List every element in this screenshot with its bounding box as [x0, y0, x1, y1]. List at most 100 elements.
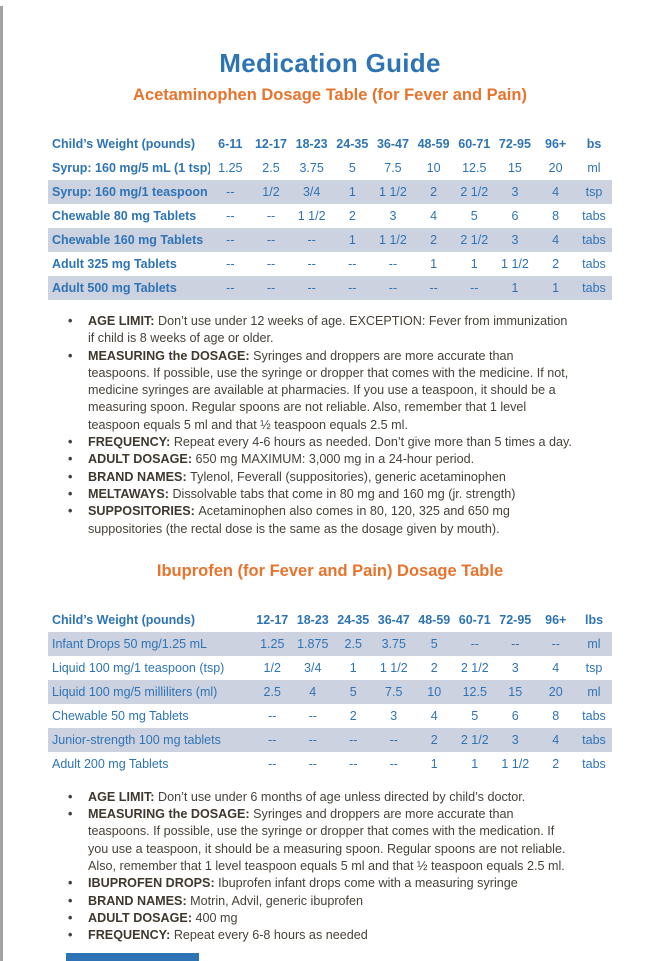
note-item: MEASURING the DOSAGE: Syringes and dropp… [48, 806, 575, 875]
dose-cell: 15 [507, 161, 522, 175]
row-label: Liquid 100 mg/5 milliliters (ml) [52, 684, 218, 699]
note-label: ADULT DOSAGE: [88, 452, 196, 467]
dose-cell: 2 [552, 257, 560, 271]
dose-cell: -- [268, 732, 277, 747]
dose-cell: 5 [471, 708, 479, 723]
dose-cell: 20 [548, 684, 563, 699]
dose-cell: 2 [552, 756, 560, 771]
ibuprofen-dosage-table: Child’s Weight (pounds) 12-17 18-23 24-35 36… [48, 608, 612, 776]
note-item: BRAND NAMES: Tylenol, Feverall (supposit… [48, 469, 575, 487]
acetaminophen-heading: Acetaminophen Dosage Table (for Fever an… [133, 86, 527, 104]
unit-cell: ml [587, 636, 601, 651]
note-item: FREQUENCY: Repeat every 6-8 hours as nee… [48, 927, 575, 945]
note-label: BRAND NAMES: [88, 893, 191, 908]
dose-cell: 2 [430, 732, 438, 747]
unit-cell: tabs [582, 257, 606, 271]
dose-cell: 10 [426, 161, 441, 175]
row-label: Liquid 100 mg/1 teaspoon (tsp) [52, 660, 225, 675]
dose-cell: 1 [348, 185, 356, 199]
dose-cell: 4 [552, 185, 560, 199]
column-header: 60-71 [458, 137, 491, 151]
dose-cell: 8 [552, 708, 560, 723]
dose-row: Infant Drops 50 mg/1.25 mL 1.25 1.875 2.5 3.… [48, 631, 612, 656]
row-label: Infant Drops 50 mg/1.25 mL [52, 636, 207, 651]
dose-cell: 2 1/2 [460, 732, 489, 747]
dose-cell: 1 [349, 660, 357, 675]
dose-cell: -- [348, 257, 357, 271]
dose-cell: 1 1/2 [501, 756, 530, 771]
dose-cell: -- [308, 756, 317, 771]
column-header: bs [586, 137, 602, 151]
column-header: 36-47 [377, 612, 410, 627]
table-header-row: Child’s Weight (pounds) 6-11 12-17 18-23 24-… [48, 132, 612, 156]
acetaminophen-dosage-table: Child’s Weight (pounds) 6-11 12-17 18-23 24-… [48, 132, 612, 300]
dose-cell: -- [308, 708, 317, 723]
dose-cell: 4 [430, 209, 438, 223]
dose-cell: -- [307, 281, 316, 295]
dose-cell: -- [308, 732, 317, 747]
page-title: Medication Guide [219, 48, 441, 78]
unit-cell: tabs [582, 281, 606, 295]
dose-cell: -- [470, 281, 479, 295]
dose-cell: 1 [348, 233, 356, 247]
dose-cell: 12.5 [462, 161, 487, 175]
dose-cell: 3/4 [302, 185, 321, 199]
row-label: Syrup: 160 mg/1 teaspoon [52, 185, 208, 199]
dose-cell: 2 1/2 [460, 660, 489, 675]
row-label: Chewable 80 mg Tablets [52, 209, 197, 223]
unit-cell: ml [587, 161, 601, 175]
dose-cell: -- [470, 636, 479, 651]
weight-header: Child’s Weight (pounds) [52, 137, 196, 151]
dose-cell: -- [266, 209, 276, 223]
column-header: 72-95 [498, 137, 531, 151]
column-header: 48-59 [417, 137, 450, 151]
dose-cell: 2 [349, 708, 357, 723]
note-item: MELTAWAYS: Dissolvable tabs that come in… [48, 486, 575, 504]
note-item: AGE LIMIT: Don’t use under 12 weeks of a… [48, 313, 575, 348]
note-label: MEASURING the DOSAGE: [88, 348, 254, 363]
dose-row: Syrup: 160 mg/5 mL (1 tsp) 1.25 2.5 3.75 5 7.… [48, 156, 612, 180]
row-label: Syrup: 160 mg/5 mL (1 tsp) [52, 161, 210, 175]
note-label: ADULT DOSAGE: [88, 910, 196, 925]
row-label: Chewable 160 mg Tablets [52, 233, 204, 247]
dose-cell: 1/2 [262, 185, 280, 199]
column-header: 60-71 [458, 612, 491, 627]
dose-row: Chewable 160 mg Tablets -- -- -- 1 1 1/2 2 2 1/… [48, 228, 612, 252]
dose-cell: -- [226, 281, 235, 295]
dose-cell: 2.5 [344, 636, 362, 651]
dose-cell: -- [349, 756, 358, 771]
dose-cell: 4 [309, 684, 317, 699]
dose-cell: -- [266, 281, 276, 295]
row-label: Adult 500 mg Tablets [52, 281, 177, 295]
unit-cell: tabs [582, 756, 606, 771]
dose-cell: 2 [430, 233, 438, 247]
note-label: SUPPOSITORIES: [88, 504, 199, 519]
dose-cell: 2 1/2 [460, 185, 489, 199]
dose-cell: 1 [430, 756, 438, 771]
column-header: 24-35 [336, 137, 369, 151]
dose-cell: 3 [511, 660, 519, 675]
dose-cell: 2 1/2 [460, 233, 489, 247]
dose-cell: 8 [552, 209, 560, 223]
column-header: 48-59 [418, 612, 451, 627]
column-header: 18-23 [295, 137, 328, 151]
page-edge-line [0, 6, 3, 961]
unit-cell: tabs [582, 708, 606, 723]
dose-cell: 1 [470, 257, 478, 271]
dose-cell: 1.875 [297, 636, 329, 651]
dose-cell: 1 1/2 [379, 185, 407, 199]
dose-cell: -- [268, 708, 277, 723]
dose-row: Liquid 100 mg/1 teaspoon (tsp) 1/2 3/4 1 1 1… [48, 656, 612, 680]
unit-cell: tabs [582, 233, 606, 247]
dose-cell: 6 [511, 209, 519, 223]
dose-row: Syrup: 160 mg/1 teaspoon -- 1/2 3/4 1 1 1/2 2 2… [48, 180, 612, 204]
note-label: FREQUENCY: [88, 928, 174, 943]
dose-cell: 1 [471, 756, 479, 771]
unit-cell: tsp [585, 660, 603, 675]
note-item: AGE LIMIT: Don’t use under 6 months of a… [48, 789, 575, 807]
column-header: 12-17 [254, 137, 287, 151]
dose-cell: 2.5 [263, 684, 281, 699]
note-label: AGE LIMIT: [88, 789, 158, 804]
ibuprofen-notes: AGE LIMIT: Don’t use under 6 months of a… [48, 789, 575, 945]
